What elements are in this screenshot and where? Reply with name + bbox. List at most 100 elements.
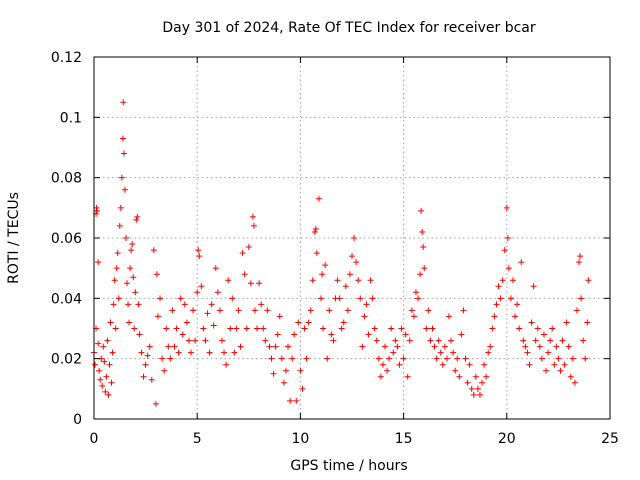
data-point	[152, 400, 159, 407]
data-point	[468, 385, 475, 392]
data-point	[563, 319, 570, 326]
data-point	[437, 349, 444, 356]
data-point	[113, 265, 120, 272]
data-point	[163, 325, 170, 332]
data-point	[120, 150, 127, 157]
data-point	[390, 349, 397, 356]
data-point	[342, 283, 349, 290]
data-point	[200, 325, 207, 332]
data-point	[233, 325, 240, 332]
data-point	[165, 343, 172, 350]
data-point	[208, 301, 215, 308]
data-point	[379, 361, 386, 368]
data-point	[237, 343, 244, 350]
data-point	[551, 361, 558, 368]
data-point	[231, 349, 238, 356]
data-point	[119, 135, 126, 142]
data-point	[545, 349, 552, 356]
data-point	[195, 247, 202, 254]
data-point	[326, 307, 333, 314]
data-point	[243, 325, 250, 332]
data-point	[249, 213, 256, 220]
data-point	[190, 307, 197, 314]
data-point	[307, 307, 314, 314]
data-point	[418, 207, 425, 214]
data-point	[144, 352, 151, 359]
data-point	[245, 244, 252, 251]
data-point	[543, 367, 550, 374]
y-tick-label: 0.08	[51, 171, 82, 187]
y-tick-label: 0.06	[51, 231, 82, 247]
data-point	[530, 283, 537, 290]
data-point	[254, 325, 261, 332]
data-point	[549, 325, 556, 332]
data-point	[214, 289, 221, 296]
data-point	[555, 355, 562, 362]
data-point	[351, 235, 358, 241]
data-point	[121, 186, 128, 193]
data-point	[493, 301, 500, 308]
data-point	[518, 259, 525, 266]
data-point	[446, 313, 453, 320]
data-point	[324, 355, 331, 362]
data-point	[580, 337, 587, 344]
data-point	[297, 367, 304, 374]
data-point	[235, 307, 242, 314]
data-point	[106, 361, 113, 368]
data-point	[116, 222, 123, 229]
data-point	[406, 337, 413, 344]
data-point	[311, 228, 318, 235]
data-point	[582, 355, 589, 362]
data-point	[135, 301, 142, 308]
x-axis-label: GPS time / hours	[290, 458, 407, 474]
data-point	[318, 295, 325, 302]
data-point	[110, 301, 117, 308]
data-point	[136, 331, 143, 338]
data-point	[443, 355, 450, 362]
data-point	[547, 337, 554, 344]
y-tick-label: 0.02	[51, 352, 82, 368]
data-point	[334, 277, 341, 284]
data-point	[227, 325, 234, 332]
data-point	[584, 319, 591, 326]
data-point	[115, 295, 122, 302]
data-point	[108, 379, 115, 386]
data-point	[361, 313, 368, 320]
data-point	[528, 319, 535, 326]
data-point	[95, 259, 102, 266]
data-point	[103, 373, 110, 380]
data-point	[353, 259, 360, 266]
data-point	[476, 391, 483, 398]
data-point	[251, 307, 258, 314]
data-point	[464, 379, 471, 386]
data-point	[386, 355, 393, 362]
data-point	[524, 349, 531, 356]
data-point	[111, 277, 118, 284]
data-point	[462, 355, 469, 362]
data-point	[402, 331, 409, 338]
data-point	[175, 349, 182, 356]
axis-ticks	[93, 56, 611, 420]
x-tick-label: 5	[193, 431, 202, 447]
data-point	[439, 361, 446, 368]
y-tick-label: 0.04	[51, 291, 82, 307]
data-point	[107, 319, 114, 326]
data-point	[460, 307, 467, 314]
data-point	[126, 319, 133, 326]
data-point	[239, 250, 246, 257]
data-point	[450, 349, 457, 356]
data-point	[132, 289, 139, 296]
data-point	[169, 307, 176, 314]
data-point	[312, 225, 319, 232]
data-point	[452, 367, 459, 374]
data-point	[99, 382, 106, 389]
data-point	[448, 337, 455, 344]
data-point	[301, 325, 308, 332]
data-point	[216, 307, 223, 314]
data-point	[179, 331, 186, 338]
data-point	[344, 307, 351, 314]
data-point	[218, 337, 225, 344]
data-point	[148, 376, 155, 383]
data-point	[287, 397, 294, 404]
data-point	[212, 265, 219, 272]
